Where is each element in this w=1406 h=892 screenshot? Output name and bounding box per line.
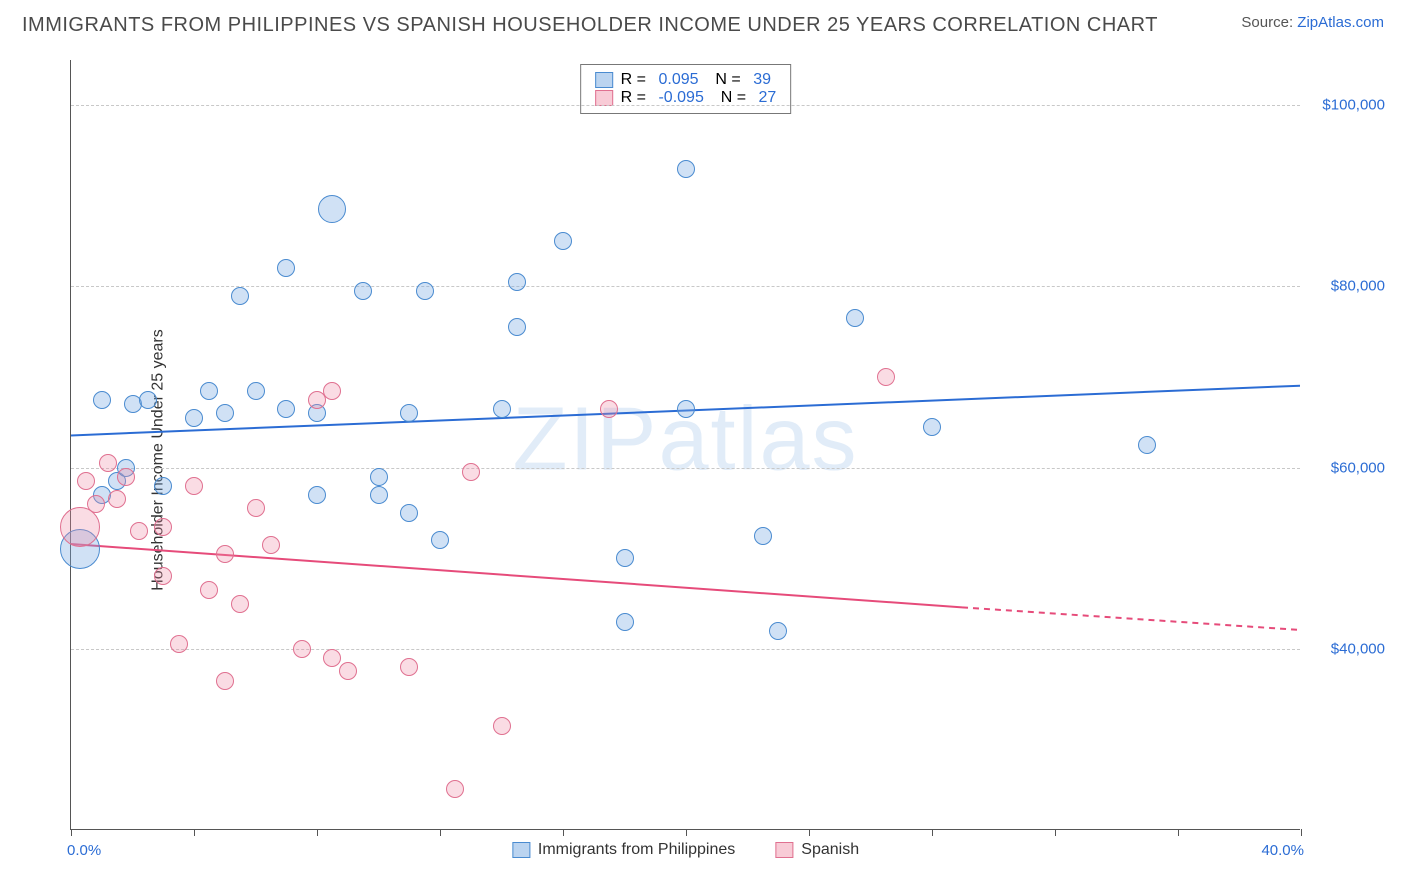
gridline [71, 649, 1300, 650]
data-point-philippines [508, 273, 526, 291]
data-point-spanish [77, 472, 95, 490]
gridline [71, 286, 1300, 287]
source-attribution: Source: ZipAtlas.com [1241, 14, 1384, 31]
data-point-philippines [923, 418, 941, 436]
data-point-spanish [877, 368, 895, 386]
y-tick-label: $60,000 [1305, 459, 1385, 476]
source-link[interactable]: ZipAtlas.com [1297, 14, 1384, 31]
data-point-philippines [231, 287, 249, 305]
x-axis-min-label: 0.0% [67, 842, 101, 859]
data-point-spanish [493, 717, 511, 735]
data-point-spanish [231, 595, 249, 613]
x-tick [1301, 829, 1302, 836]
data-point-philippines [247, 382, 265, 400]
data-point-philippines [400, 504, 418, 522]
data-point-philippines [616, 549, 634, 567]
data-point-philippines [1138, 436, 1156, 454]
data-point-spanish [247, 499, 265, 517]
x-tick [317, 829, 318, 836]
n-value: 39 [753, 71, 771, 89]
data-point-philippines [216, 404, 234, 422]
x-tick [563, 829, 564, 836]
data-point-philippines [416, 282, 434, 300]
data-point-philippines [846, 309, 864, 327]
data-point-philippines [277, 400, 295, 418]
x-tick [1055, 829, 1056, 836]
r-value: 0.095 [658, 71, 698, 89]
data-point-philippines [493, 400, 511, 418]
swatch-icon [512, 842, 530, 858]
data-point-spanish [262, 536, 280, 554]
legend-item-philippines: Immigrants from Philippines [512, 841, 735, 859]
data-point-spanish [154, 518, 172, 536]
trend-line-spanish-extrapolated [962, 607, 1300, 630]
legend-item-spanish: Spanish [775, 841, 859, 859]
data-point-spanish [400, 658, 418, 676]
data-point-spanish [216, 545, 234, 563]
data-point-spanish [339, 662, 357, 680]
data-point-spanish [200, 581, 218, 599]
x-tick [1178, 829, 1179, 836]
plot-area: ZIPatlas R = 0.095 N = 39 R = -0.095 N =… [70, 60, 1300, 830]
data-point-philippines [354, 282, 372, 300]
y-tick-label: $80,000 [1305, 278, 1385, 295]
data-point-spanish [108, 490, 126, 508]
correlation-box: R = 0.095 N = 39 R = -0.095 N = 27 [580, 64, 792, 114]
data-point-philippines [400, 404, 418, 422]
source-prefix: Source: [1241, 14, 1297, 31]
x-tick [932, 829, 933, 836]
legend-label: Immigrants from Philippines [538, 841, 735, 859]
data-point-spanish [154, 567, 172, 585]
data-point-spanish [185, 477, 203, 495]
data-point-spanish [170, 635, 188, 653]
data-point-philippines [93, 391, 111, 409]
bottom-legend: Immigrants from Philippines Spanish [512, 841, 859, 859]
x-tick [71, 829, 72, 836]
data-point-philippines [318, 195, 346, 223]
gridline [71, 468, 1300, 469]
swatch-icon [775, 842, 793, 858]
x-tick [440, 829, 441, 836]
corr-row-philippines: R = 0.095 N = 39 [595, 71, 777, 89]
data-point-philippines [754, 527, 772, 545]
x-tick [194, 829, 195, 836]
legend-label: Spanish [801, 841, 859, 859]
data-point-philippines [308, 486, 326, 504]
data-point-spanish [293, 640, 311, 658]
x-axis-max-label: 40.0% [1261, 842, 1304, 859]
y-tick-label: $100,000 [1305, 97, 1385, 114]
data-point-philippines [677, 160, 695, 178]
gridline [71, 105, 1300, 106]
data-point-spanish [130, 522, 148, 540]
data-point-philippines [370, 468, 388, 486]
data-point-philippines [154, 477, 172, 495]
data-point-spanish [216, 672, 234, 690]
chart-title: IMMIGRANTS FROM PHILIPPINES VS SPANISH H… [22, 14, 1158, 37]
data-point-philippines [370, 486, 388, 504]
data-point-philippines [200, 382, 218, 400]
data-point-philippines [508, 318, 526, 336]
data-point-spanish [117, 468, 135, 486]
data-point-spanish [323, 649, 341, 667]
data-point-spanish [323, 382, 341, 400]
data-point-spanish [462, 463, 480, 481]
data-point-spanish [446, 780, 464, 798]
data-point-philippines [139, 391, 157, 409]
data-point-philippines [769, 622, 787, 640]
data-point-spanish [87, 495, 105, 513]
data-point-philippines [431, 531, 449, 549]
chart-container: Householder Income Under 25 years ZIPatl… [20, 50, 1386, 870]
x-tick [809, 829, 810, 836]
x-tick [686, 829, 687, 836]
data-point-philippines [616, 613, 634, 631]
data-point-philippines [677, 400, 695, 418]
swatch-icon [595, 90, 613, 106]
swatch-icon [595, 72, 613, 88]
data-point-philippines [277, 259, 295, 277]
data-point-spanish [99, 454, 117, 472]
data-point-philippines [554, 232, 572, 250]
data-point-spanish [600, 400, 618, 418]
y-tick-label: $40,000 [1305, 640, 1385, 657]
data-point-philippines [185, 409, 203, 427]
